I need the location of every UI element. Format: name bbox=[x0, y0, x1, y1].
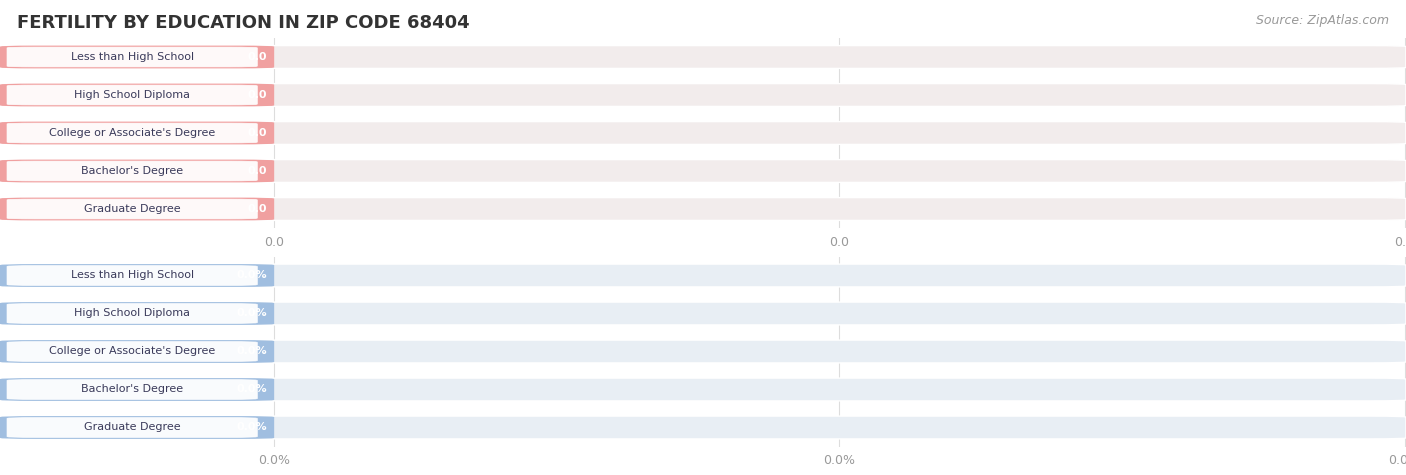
FancyBboxPatch shape bbox=[0, 84, 274, 106]
FancyBboxPatch shape bbox=[7, 85, 257, 105]
Text: FERTILITY BY EDUCATION IN ZIP CODE 68404: FERTILITY BY EDUCATION IN ZIP CODE 68404 bbox=[17, 14, 470, 32]
FancyBboxPatch shape bbox=[0, 302, 274, 325]
FancyBboxPatch shape bbox=[0, 46, 274, 68]
FancyBboxPatch shape bbox=[0, 264, 1406, 287]
FancyBboxPatch shape bbox=[0, 416, 1406, 439]
Text: 0.0%: 0.0% bbox=[236, 308, 267, 319]
Text: College or Associate's Degree: College or Associate's Degree bbox=[49, 346, 215, 357]
FancyBboxPatch shape bbox=[0, 122, 1406, 144]
FancyBboxPatch shape bbox=[0, 160, 1406, 182]
FancyBboxPatch shape bbox=[7, 199, 257, 219]
Text: 0.0%: 0.0% bbox=[236, 270, 267, 281]
FancyBboxPatch shape bbox=[7, 304, 257, 323]
Text: 0.0%: 0.0% bbox=[824, 455, 855, 467]
FancyBboxPatch shape bbox=[0, 340, 274, 363]
FancyBboxPatch shape bbox=[7, 123, 257, 143]
Text: 0.0%: 0.0% bbox=[236, 346, 267, 357]
Text: Bachelor's Degree: Bachelor's Degree bbox=[82, 166, 183, 176]
FancyBboxPatch shape bbox=[7, 161, 257, 181]
Text: 0.0: 0.0 bbox=[247, 166, 267, 176]
FancyBboxPatch shape bbox=[0, 340, 1406, 363]
FancyBboxPatch shape bbox=[0, 378, 1406, 401]
Text: 0.0%: 0.0% bbox=[259, 455, 290, 467]
FancyBboxPatch shape bbox=[0, 302, 1406, 325]
Text: 0.0: 0.0 bbox=[830, 236, 849, 249]
Text: 0.0%: 0.0% bbox=[236, 422, 267, 433]
FancyBboxPatch shape bbox=[7, 342, 257, 361]
Text: College or Associate's Degree: College or Associate's Degree bbox=[49, 128, 215, 138]
Text: 0.0: 0.0 bbox=[1395, 236, 1406, 249]
FancyBboxPatch shape bbox=[0, 198, 1406, 220]
Text: Graduate Degree: Graduate Degree bbox=[84, 204, 180, 214]
Text: Less than High School: Less than High School bbox=[70, 52, 194, 62]
Text: 0.0%: 0.0% bbox=[236, 384, 267, 395]
FancyBboxPatch shape bbox=[0, 160, 274, 182]
FancyBboxPatch shape bbox=[7, 47, 257, 67]
FancyBboxPatch shape bbox=[0, 416, 274, 439]
Text: 0.0: 0.0 bbox=[247, 204, 267, 214]
FancyBboxPatch shape bbox=[0, 46, 1406, 68]
FancyBboxPatch shape bbox=[7, 418, 257, 437]
Text: Bachelor's Degree: Bachelor's Degree bbox=[82, 384, 183, 395]
Text: 0.0: 0.0 bbox=[264, 236, 284, 249]
Text: 0.0: 0.0 bbox=[247, 128, 267, 138]
FancyBboxPatch shape bbox=[0, 378, 274, 401]
Text: Source: ZipAtlas.com: Source: ZipAtlas.com bbox=[1256, 14, 1389, 27]
FancyBboxPatch shape bbox=[7, 266, 257, 285]
FancyBboxPatch shape bbox=[0, 198, 274, 220]
Text: Less than High School: Less than High School bbox=[70, 270, 194, 281]
Text: 0.0: 0.0 bbox=[247, 90, 267, 100]
FancyBboxPatch shape bbox=[0, 264, 274, 287]
FancyBboxPatch shape bbox=[0, 122, 274, 144]
Text: High School Diploma: High School Diploma bbox=[75, 308, 190, 319]
Text: 0.0: 0.0 bbox=[247, 52, 267, 62]
Text: Graduate Degree: Graduate Degree bbox=[84, 422, 180, 433]
FancyBboxPatch shape bbox=[0, 84, 1406, 106]
Text: 0.0%: 0.0% bbox=[1389, 455, 1406, 467]
FancyBboxPatch shape bbox=[7, 380, 257, 399]
Text: High School Diploma: High School Diploma bbox=[75, 90, 190, 100]
